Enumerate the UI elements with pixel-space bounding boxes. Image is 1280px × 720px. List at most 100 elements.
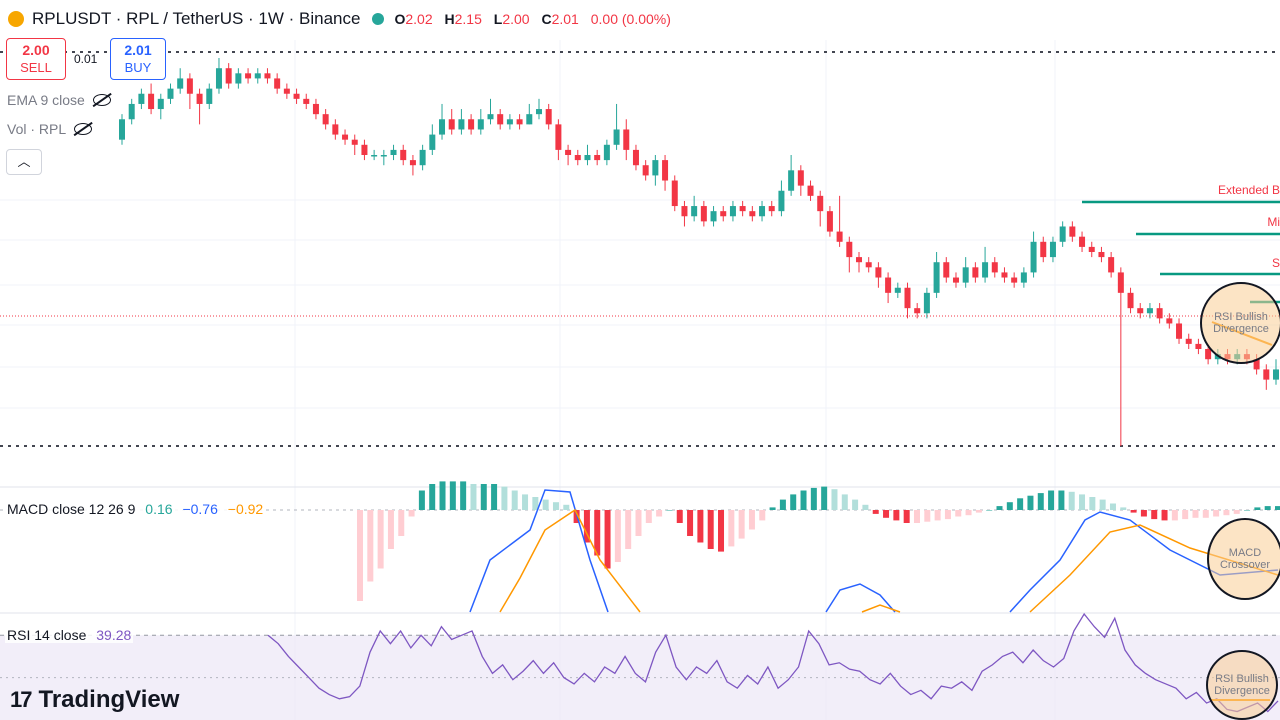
macd-legend[interactable]: MACD close 12 26 9 0.16 −0.76 −0.92 [5, 501, 266, 517]
candle-body [681, 206, 688, 217]
candle-body [128, 103, 135, 120]
macd-histogram-bar [398, 510, 405, 536]
candle-body [254, 73, 261, 79]
candle-body [1001, 272, 1008, 278]
ema-legend[interactable]: EMA 9 close [7, 92, 111, 108]
macd-histogram-bar [831, 489, 838, 510]
macd-histogram-bar [707, 510, 714, 549]
candle-body [332, 124, 339, 135]
ohlc-readout: O2.02 H2.15 L2.00 C2.01 0.00 (0.00%) [394, 11, 671, 27]
candle-body [477, 119, 484, 130]
candle-body [235, 73, 242, 84]
candle-body [885, 277, 892, 293]
macd-histogram-bar [965, 510, 972, 516]
tradingview-logo[interactable]: 17 TradingView [10, 686, 179, 714]
candle-body [1020, 272, 1027, 283]
ema-label: EMA 9 close [7, 92, 85, 108]
chevron-up-icon: ︿ [17, 154, 31, 169]
macd-line [1009, 511, 1279, 613]
macd-histogram-bar [635, 510, 642, 536]
candle-body [720, 211, 727, 217]
candle-body [1108, 257, 1115, 273]
candle-body [138, 93, 145, 104]
macd-histogram-bar [924, 510, 931, 522]
candle-body [312, 103, 319, 115]
macd-histogram-bar [1037, 493, 1044, 510]
candle-body [487, 114, 494, 120]
annotation-mid: Mi [1267, 215, 1280, 229]
sell-price: 2.00 [22, 42, 50, 58]
candle-body [671, 180, 678, 207]
annotation-extended: Extended B [1217, 183, 1280, 197]
candle-body [778, 190, 785, 212]
macd-histogram-bar [429, 484, 436, 510]
buy-label: BUY [124, 60, 152, 75]
candle-body [875, 267, 882, 278]
candle-body [342, 134, 349, 140]
price-candles [119, 58, 1279, 446]
macd-histogram-bar [522, 494, 529, 510]
macd-hist-value: 0.16 [145, 501, 173, 517]
macd-histogram-bar [1140, 510, 1147, 517]
rsi-legend[interactable]: RSI 14 close 39.28 [5, 627, 134, 643]
candle-body [914, 308, 921, 314]
eye-hidden-icon[interactable] [74, 123, 93, 135]
candle-body [196, 93, 203, 104]
macd-histogram-bar [418, 490, 425, 510]
macd-histogram-bar [1161, 510, 1168, 521]
macd-histogram-bar [676, 510, 683, 523]
macd-histogram-bar [460, 481, 467, 510]
macd-histogram-bar [748, 510, 755, 530]
eye-hidden-icon[interactable] [92, 94, 111, 106]
candle-body [1040, 241, 1047, 258]
macd-histogram-bar [532, 497, 539, 510]
buy-button[interactable]: 2.01 BUY [110, 38, 166, 80]
candle-body [846, 241, 853, 258]
macd-histogram-bar [656, 510, 663, 517]
macd-histogram-bar [800, 490, 807, 510]
macd-histogram-bar [552, 502, 559, 510]
macd-histogram-bar [810, 487, 817, 510]
macd-histogram-bar [1223, 510, 1230, 516]
candle-body [1273, 369, 1279, 380]
candle-body [652, 160, 659, 176]
candle-body [1011, 277, 1018, 283]
macd-line [469, 489, 609, 613]
signal-line [1029, 524, 1279, 613]
candle-body [264, 73, 271, 79]
candle-body [351, 139, 358, 145]
candle-body [1205, 349, 1212, 360]
candle-body [1166, 318, 1173, 324]
macd-histogram-bar [1192, 510, 1199, 518]
candle-body [856, 257, 863, 263]
candle-body [594, 155, 601, 161]
macd-histogram-bar [491, 484, 498, 510]
ohlc-high: 2.15 [454, 11, 482, 27]
macd-histogram-bar [913, 510, 920, 523]
macd-histogram-bar [614, 510, 621, 562]
symbol-title[interactable]: RPLUSDT · RPL / TetherUS · 1W · Binance [32, 9, 361, 28]
macd-histogram-bar [841, 494, 848, 510]
candle-body [526, 114, 533, 125]
candle-body [642, 165, 649, 176]
macd-histogram-bar [1027, 495, 1034, 510]
collapse-legend-button[interactable]: ︿ [6, 149, 42, 175]
candle-body [516, 119, 523, 125]
candle-body [739, 206, 746, 212]
sell-button[interactable]: 2.00 SELL [6, 38, 66, 80]
candle-body [797, 170, 804, 186]
sell-label: SELL [20, 60, 52, 75]
candle-body [157, 98, 164, 110]
macd-histogram-bar [852, 499, 859, 510]
candle-body [952, 277, 959, 283]
candle-body [167, 88, 174, 99]
vol-legend[interactable]: Vol · RPL [7, 121, 93, 137]
price-overlays [0, 200, 1280, 346]
candle-body [177, 78, 184, 89]
macd-histogram-bar [687, 510, 694, 536]
candle-body [468, 119, 475, 130]
ohlc-close: 2.01 [551, 11, 579, 27]
macd-label: MACD close 12 26 9 [7, 501, 136, 517]
macd-histogram-bar [1089, 497, 1096, 510]
